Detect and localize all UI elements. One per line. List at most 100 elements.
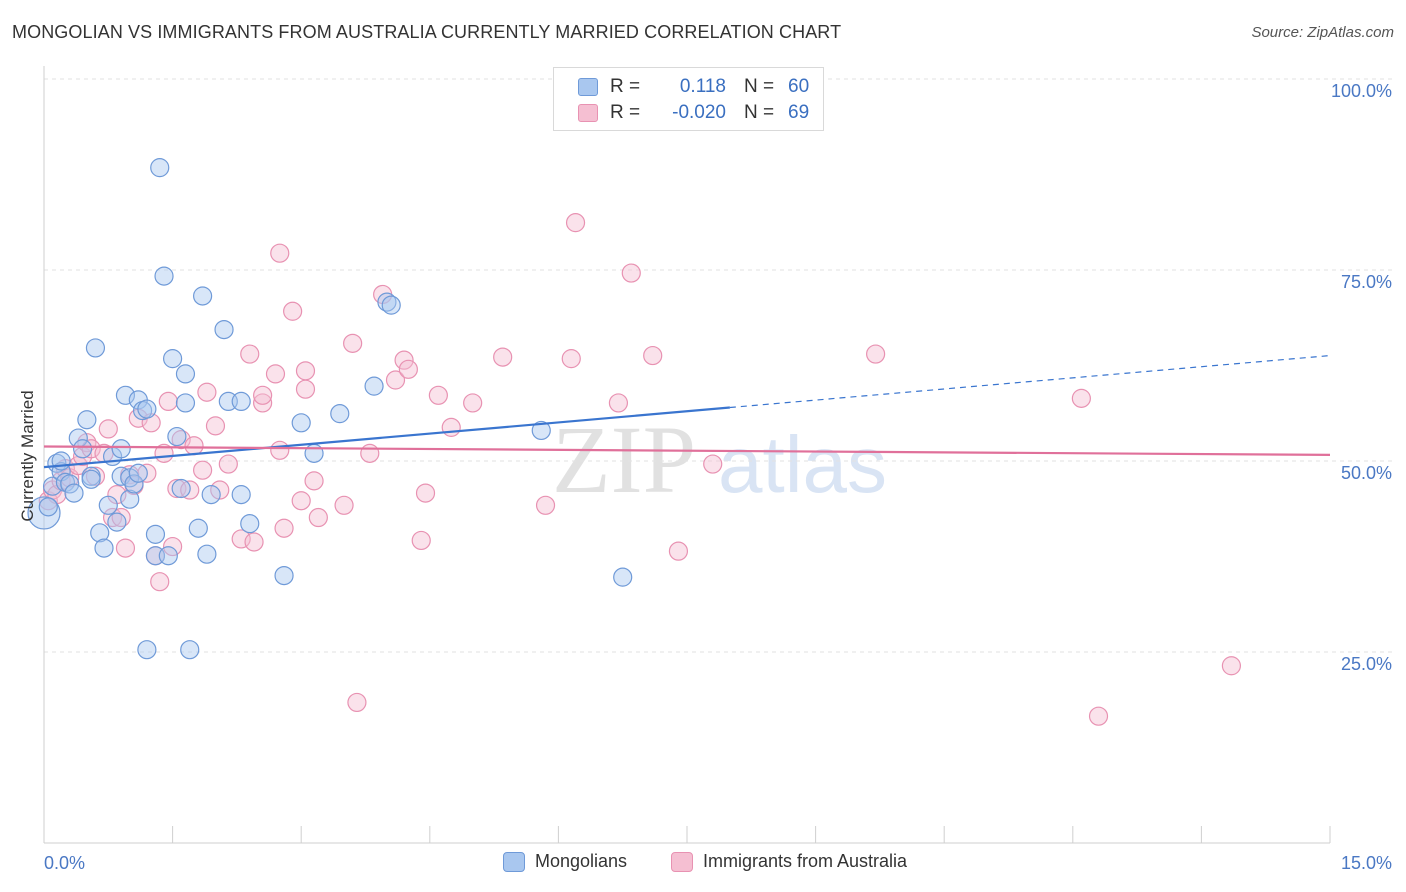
blue-series-points xyxy=(27,158,633,660)
pink-point xyxy=(703,454,723,474)
series-label-australia: Immigrants from Australia xyxy=(703,851,908,871)
pink-point xyxy=(535,495,556,515)
blue-point xyxy=(175,393,196,413)
series-legend-mongolians[interactable]: Mongolians xyxy=(503,851,627,872)
pink-point xyxy=(304,471,324,491)
chart-title: MONGOLIAN VS IMMIGRANTS FROM AUSTRALIA C… xyxy=(12,22,842,42)
pink-point xyxy=(205,416,226,436)
blue-trend-line xyxy=(43,406,730,469)
blue-point xyxy=(531,420,551,441)
watermark-atlas: atlas xyxy=(718,420,887,509)
pink-point xyxy=(643,345,663,366)
series-legend-australia[interactable]: Immigrants from Australia xyxy=(671,851,907,872)
blue-point xyxy=(197,544,217,564)
pink-point xyxy=(274,518,294,538)
blue-point xyxy=(115,385,136,405)
blue-point xyxy=(107,512,127,532)
blue-point xyxy=(77,410,97,430)
blue-point xyxy=(180,640,200,660)
pink-point xyxy=(115,538,136,558)
blue-point xyxy=(167,426,187,447)
pink-point xyxy=(428,385,448,405)
blue-point xyxy=(201,485,221,505)
pink-point xyxy=(561,349,581,369)
pink-point xyxy=(295,379,316,399)
pink-point xyxy=(385,370,406,390)
y-tick-label: 75.0% xyxy=(1341,272,1392,292)
pink-point xyxy=(244,532,264,552)
blue-point xyxy=(128,463,148,483)
pink-point xyxy=(394,350,414,370)
legend-r-label: R = xyxy=(610,76,641,97)
pink-point xyxy=(343,333,363,353)
blue-point xyxy=(175,364,196,384)
y-tick-label: 100.0% xyxy=(1331,81,1392,101)
blue-point xyxy=(94,538,114,558)
x-tick-label: 15.0% xyxy=(1341,853,1392,873)
y-tick-label: 50.0% xyxy=(1341,463,1392,483)
pink-point xyxy=(295,361,316,381)
blue-point xyxy=(145,524,166,544)
legend-n-label: N = xyxy=(744,102,775,123)
pink-point xyxy=(218,454,238,474)
pink-point xyxy=(493,347,513,367)
blue-point xyxy=(158,546,178,566)
blue-point xyxy=(64,483,84,503)
legend-n-label: N = xyxy=(744,76,775,97)
blue-point xyxy=(51,451,71,471)
blue-point xyxy=(137,399,157,419)
legend-swatch-pink xyxy=(578,104,598,122)
trend-lines xyxy=(43,354,1331,469)
pink-point xyxy=(608,393,629,413)
blue-point xyxy=(60,474,80,494)
pink-trend-line xyxy=(43,445,1331,456)
pink-point xyxy=(1088,706,1109,726)
blue-point xyxy=(231,485,251,505)
blue-point xyxy=(27,496,61,530)
blue-point xyxy=(81,469,101,489)
blue-point xyxy=(364,376,384,396)
pink-point xyxy=(253,393,273,413)
blue-point xyxy=(120,489,140,509)
legend-swatch-blue xyxy=(578,78,598,96)
pink-point xyxy=(270,243,290,263)
y-tick-label: 25.0% xyxy=(1341,654,1392,674)
blue-trend-extension xyxy=(729,354,1331,409)
series-legend: Mongolians Immigrants from Australia xyxy=(0,851,1406,879)
pink-point xyxy=(210,480,230,500)
legend-n-value: 69 xyxy=(788,102,810,123)
pink-point xyxy=(415,483,436,503)
pink-point xyxy=(308,507,328,528)
blue-point xyxy=(72,439,93,459)
pink-point xyxy=(283,301,303,321)
pink-point xyxy=(441,417,461,437)
pink-point xyxy=(163,536,183,557)
blue-point xyxy=(381,295,401,315)
series-swatch-pink xyxy=(671,851,693,872)
watermark-zip: ZIP xyxy=(552,406,696,513)
blue-point xyxy=(291,413,311,433)
blue-point xyxy=(171,478,191,499)
legend-r-label: R = xyxy=(610,102,641,123)
blue-point xyxy=(240,514,260,534)
pink-point xyxy=(463,393,483,413)
pink-point xyxy=(1071,388,1091,408)
blue-point xyxy=(85,338,106,358)
pink-point xyxy=(1221,656,1242,676)
legend-n-value: 60 xyxy=(788,76,810,97)
legend-r-value: 0.118 xyxy=(679,76,726,97)
pink-point xyxy=(265,364,286,384)
pink-point xyxy=(193,460,213,480)
blue-point xyxy=(304,443,324,463)
blue-point xyxy=(188,518,208,538)
blue-point xyxy=(163,349,183,369)
pink-point xyxy=(621,263,641,283)
legend-r-value: -0.020 xyxy=(672,102,726,123)
blue-point xyxy=(231,391,251,412)
blue-point xyxy=(38,497,58,517)
pink-point xyxy=(866,344,886,364)
blue-point xyxy=(98,495,118,515)
series-label-mongolians: Mongolians xyxy=(535,851,628,871)
pink-point xyxy=(150,572,170,592)
blue-point xyxy=(214,319,234,340)
